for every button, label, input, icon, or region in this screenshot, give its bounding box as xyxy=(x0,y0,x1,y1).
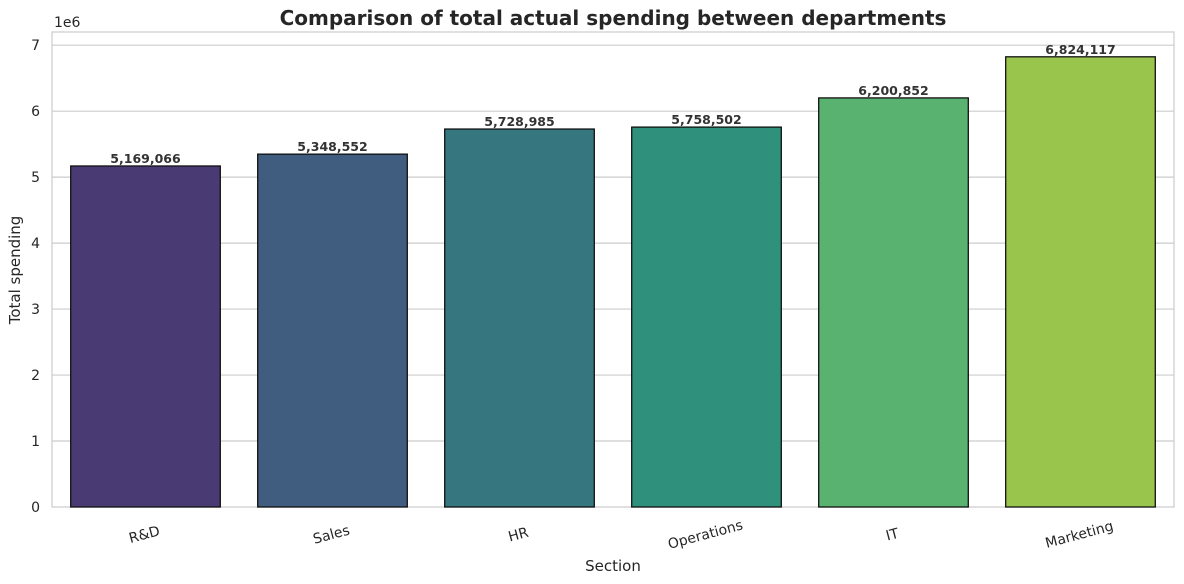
bar-value-label: 5,348,552 xyxy=(297,139,367,154)
y-tick-label: 3 xyxy=(31,302,40,318)
bar-value-label: 5,728,985 xyxy=(484,114,554,129)
bar xyxy=(818,97,969,508)
bar xyxy=(1005,56,1156,508)
data-labels: 5,169,066 5,348,552 5,728,985 5,758,502 6,20… xyxy=(110,42,1115,166)
bar-value-label: 6,200,852 xyxy=(858,83,928,98)
bars xyxy=(70,56,1156,508)
x-axis-label: Section xyxy=(585,557,641,575)
bar-value-label: 5,169,066 xyxy=(110,151,181,166)
plot-area-frame xyxy=(51,31,1175,508)
y-tick-label: 1 xyxy=(31,434,40,450)
y-tick-label: 5 xyxy=(31,170,40,186)
chart-title: Comparison of total actual spending betw… xyxy=(280,6,947,30)
y-tick-label: 0 xyxy=(31,500,40,516)
x-tick-labels: R&D Sales HR Operations IT Marketing xyxy=(127,517,1115,552)
y-tick-label: 7 xyxy=(31,38,40,54)
bar xyxy=(257,153,408,508)
bar-value-label: 5,758,502 xyxy=(671,112,741,127)
y-tick-label: 6 xyxy=(31,104,40,120)
x-tick-label: Operations xyxy=(666,517,744,552)
bar xyxy=(444,128,595,508)
y-tick-label: 2 xyxy=(31,368,40,384)
x-tick-label: IT xyxy=(884,526,901,545)
y-tick-label: 4 xyxy=(31,236,40,252)
y-offset-label: 1e6 xyxy=(54,15,81,31)
y-tick-labels: 0 1 2 3 4 5 6 7 xyxy=(31,38,40,516)
bar xyxy=(631,126,782,508)
bar xyxy=(70,165,221,508)
grid-lines xyxy=(52,44,1174,442)
y-axis-label: Total spending xyxy=(6,216,24,326)
x-tick-label: Sales xyxy=(311,523,351,548)
bar-value-label: 6,824,117 xyxy=(1045,42,1115,57)
x-tick-label: Marketing xyxy=(1044,518,1116,552)
x-tick-label: R&D xyxy=(127,523,162,547)
x-tick-label: HR xyxy=(507,525,531,546)
